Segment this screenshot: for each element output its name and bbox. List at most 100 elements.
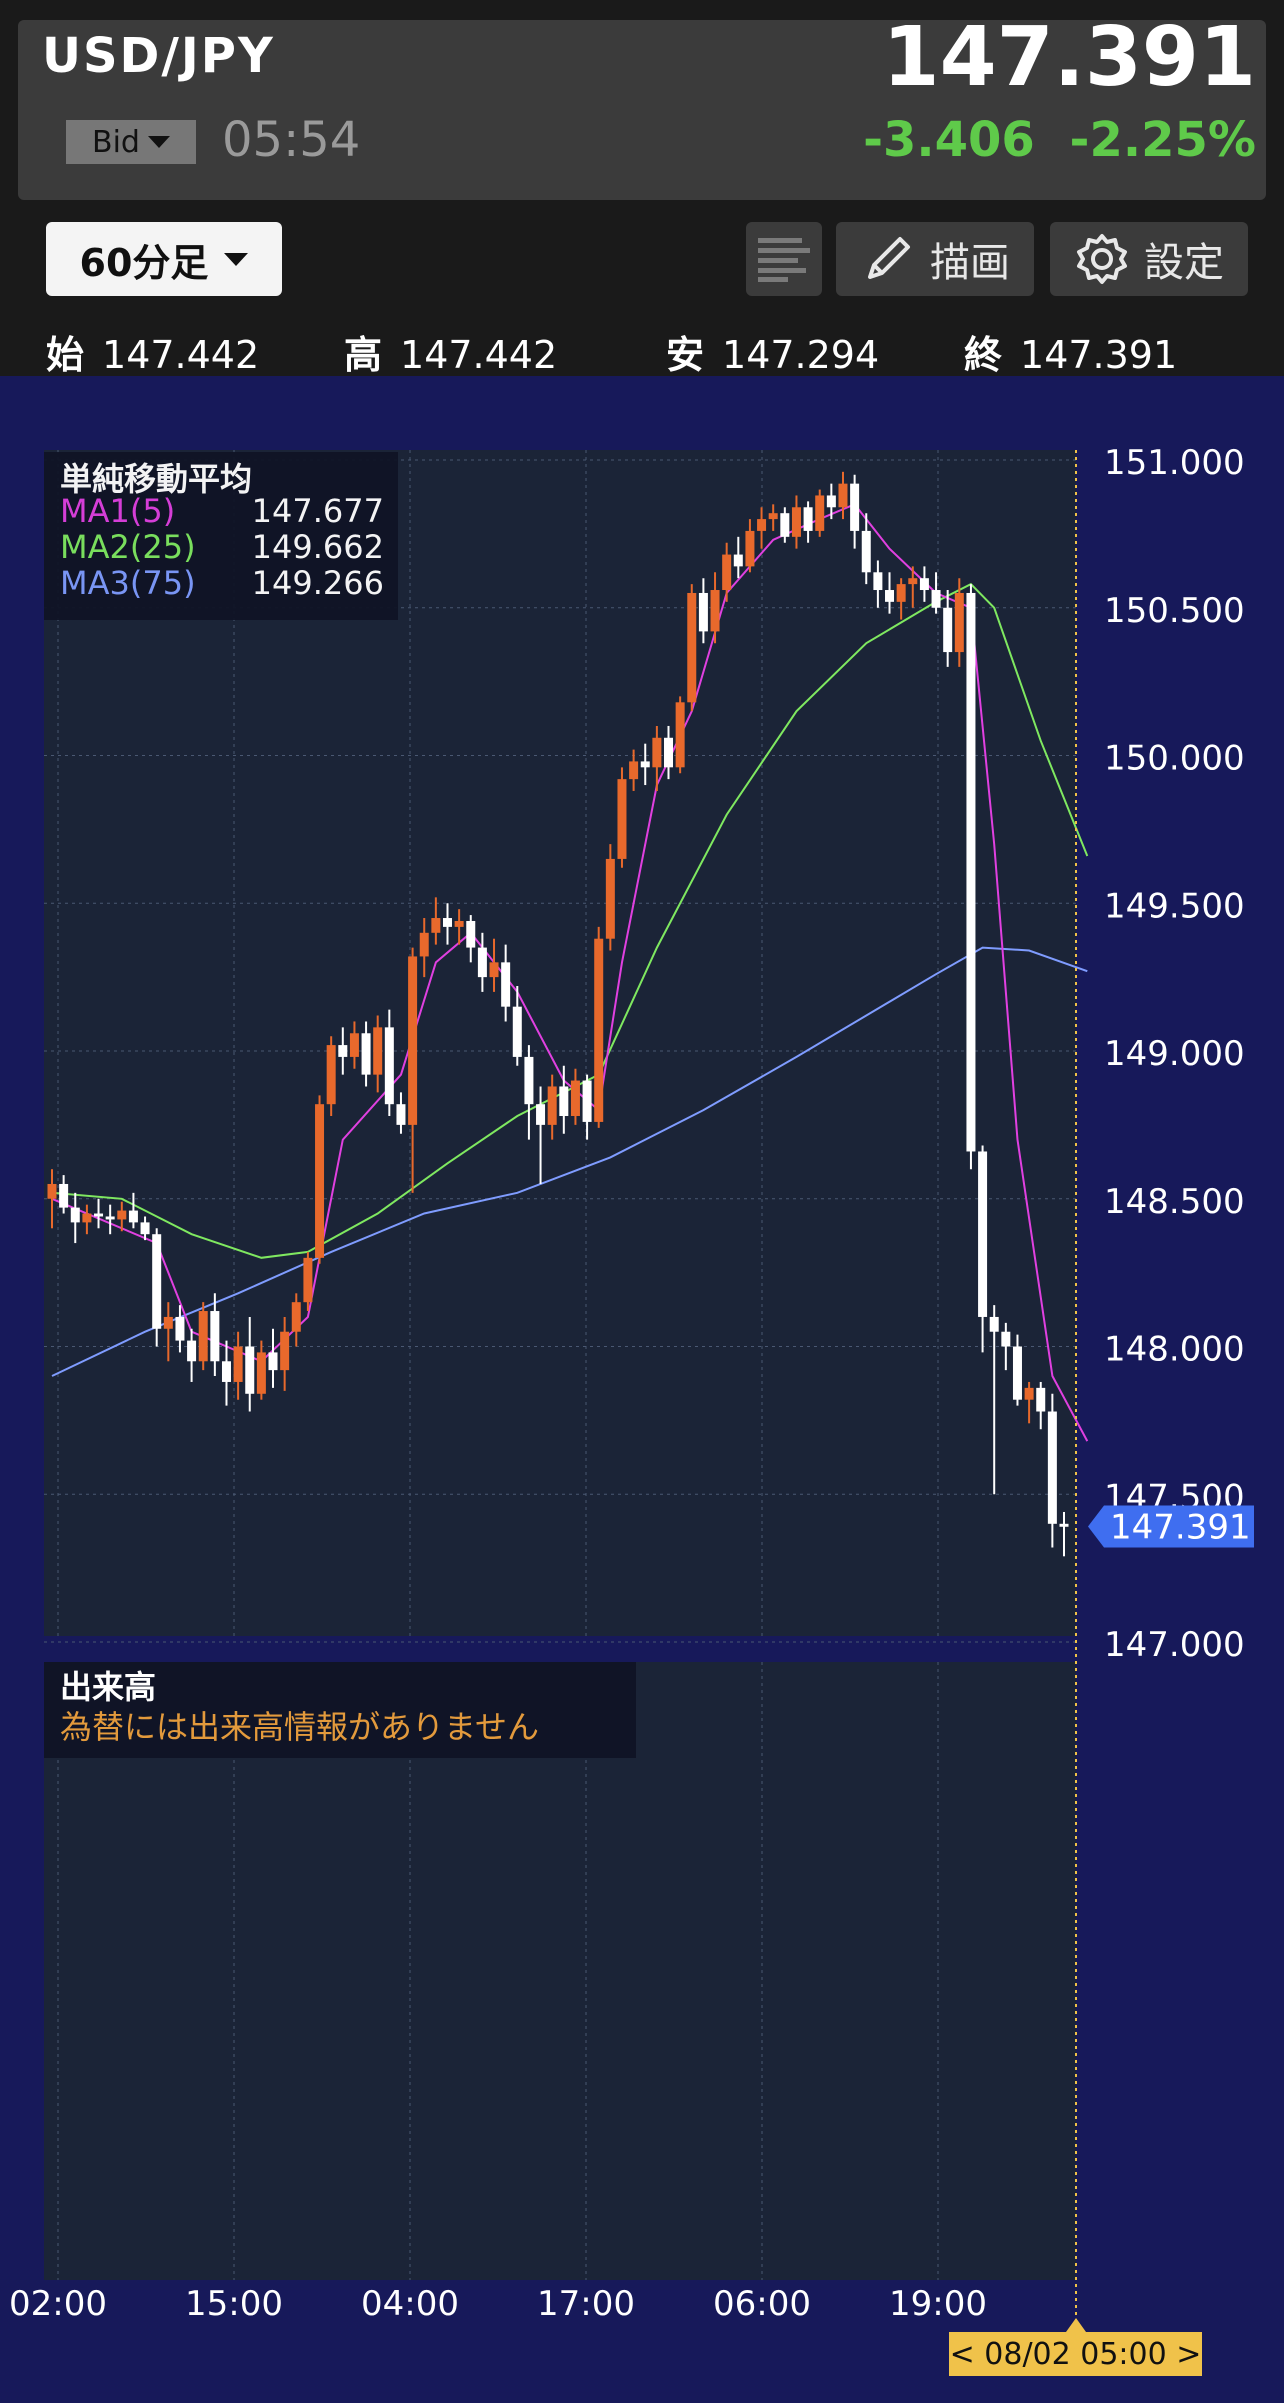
low-value: 147.294 bbox=[722, 333, 880, 377]
y-tick-label: 149.000 bbox=[1104, 1034, 1245, 1074]
chart-area[interactable]: 151.000 150.500 150.000 149.500 149.000 148.5… bbox=[0, 376, 1284, 2403]
ma2-name: MA2(25) bbox=[60, 528, 196, 566]
candle-body bbox=[559, 1086, 569, 1117]
x-tick-label: 15:00 bbox=[185, 2284, 283, 2324]
candle-body bbox=[896, 584, 906, 602]
candle-body bbox=[838, 483, 848, 508]
change-percent: -2.25% bbox=[1069, 112, 1256, 168]
candle-body bbox=[59, 1183, 69, 1208]
current-price-tag-label: 147.391 bbox=[1110, 1507, 1251, 1547]
candle-body bbox=[605, 858, 615, 939]
candle-body bbox=[489, 962, 499, 978]
candle-body bbox=[524, 1056, 534, 1105]
candle-body bbox=[908, 578, 918, 585]
candle-body bbox=[128, 1210, 138, 1223]
dropdown-arrow-icon bbox=[224, 252, 249, 266]
quote-header bbox=[18, 20, 1266, 200]
x-tick-label: 19:00 bbox=[889, 2284, 987, 2324]
candle-body bbox=[408, 956, 418, 1125]
ma-legend: 単純移動平均 MA1(5) 147.677 MA2(25) 149.662 MA… bbox=[44, 452, 398, 620]
candle-body bbox=[338, 1045, 348, 1057]
candle-body bbox=[245, 1346, 255, 1394]
candle-body bbox=[233, 1346, 243, 1382]
candle-body bbox=[105, 1216, 115, 1220]
candle-body bbox=[431, 918, 441, 933]
candlestick-chart[interactable]: 151.000 150.500 150.000 149.500 149.000 148.5… bbox=[0, 376, 1284, 2403]
bid-ask-selector[interactable]: Bid bbox=[66, 120, 196, 164]
ohlc-summary: 始 147.442 高 147.442 安 147.294 終 147.391 bbox=[0, 320, 1284, 377]
volume-plot-bg bbox=[44, 1662, 1076, 2280]
candle-body bbox=[187, 1340, 197, 1362]
candle-body bbox=[757, 519, 767, 531]
ma2-value: 149.662 bbox=[251, 528, 384, 566]
gear-icon bbox=[1077, 234, 1127, 284]
y-tick-label: 149.500 bbox=[1104, 886, 1245, 926]
candle-body bbox=[710, 590, 720, 632]
candle-body bbox=[477, 947, 487, 978]
candle-body bbox=[315, 1104, 325, 1258]
candle-body bbox=[280, 1331, 290, 1371]
volume-panel-label: 出来高 為替には出来高情報がありません bbox=[44, 1662, 636, 1758]
settings-label: 設定 bbox=[1144, 240, 1224, 286]
candle-body bbox=[396, 1104, 406, 1125]
candle-body bbox=[582, 1080, 592, 1122]
close-stat: 終 147.391 bbox=[964, 333, 1178, 377]
candle-body bbox=[373, 1027, 383, 1075]
timeframe-label: 60分足 bbox=[79, 240, 209, 285]
change-value: -3.406 bbox=[863, 112, 1035, 168]
candle-body bbox=[1001, 1331, 1011, 1347]
candle-body bbox=[291, 1302, 301, 1332]
ma-legend-title: 単純移動平均 bbox=[60, 460, 253, 498]
ma1-line bbox=[51, 503, 1089, 1442]
draw-button[interactable]: 描画 bbox=[836, 222, 1034, 296]
open-stat: 始 147.442 bbox=[46, 333, 260, 377]
candle-body bbox=[198, 1311, 208, 1362]
candle-body bbox=[419, 932, 429, 957]
candle-body bbox=[745, 530, 755, 567]
candle-body bbox=[256, 1352, 266, 1394]
candle-body bbox=[163, 1316, 173, 1329]
candle-body bbox=[1024, 1387, 1034, 1400]
ma2-row: MA2(25) 149.662 bbox=[60, 528, 384, 566]
candle-body bbox=[594, 938, 604, 1122]
volume-message: 為替には出来高情報がありません bbox=[60, 1708, 540, 1746]
candle-body bbox=[826, 495, 836, 508]
list-view-button[interactable] bbox=[746, 222, 822, 296]
timeframe-selector[interactable]: 60分足 bbox=[46, 222, 282, 296]
candle-body bbox=[1059, 1523, 1069, 1527]
current-time-marker bbox=[1066, 2318, 1086, 2332]
y-tick-label: 151.000 bbox=[1104, 443, 1245, 483]
price-change: -3.406 -2.25% bbox=[863, 112, 1256, 168]
candle-body bbox=[82, 1213, 92, 1223]
low-stat: 安 147.294 bbox=[666, 333, 880, 377]
candle-body bbox=[873, 572, 883, 591]
candle-body bbox=[861, 530, 871, 573]
x-tick-label: 06:00 bbox=[713, 2284, 811, 2324]
current-price: 147.391 bbox=[882, 10, 1256, 105]
candle-body bbox=[152, 1234, 162, 1329]
y-tick-label: 147.000 bbox=[1104, 1625, 1245, 1665]
candle-body bbox=[885, 590, 895, 602]
candle-body bbox=[349, 1033, 359, 1057]
candle-body bbox=[640, 761, 650, 768]
settings-button[interactable]: 設定 bbox=[1050, 222, 1248, 296]
ma1-value: 147.677 bbox=[251, 492, 384, 530]
candle-body bbox=[70, 1207, 80, 1223]
candle-body bbox=[931, 590, 941, 608]
candle-body bbox=[140, 1222, 150, 1235]
candle-body bbox=[629, 761, 639, 780]
candle-body bbox=[722, 554, 732, 591]
y-tick-label: 150.500 bbox=[1104, 591, 1245, 631]
candle-body bbox=[943, 607, 953, 653]
pencil-icon bbox=[868, 237, 910, 279]
quote-time: 05:54 bbox=[222, 112, 361, 168]
x-tick-label: 17:00 bbox=[537, 2284, 635, 2324]
candle-body bbox=[1012, 1346, 1022, 1400]
candle-body bbox=[442, 918, 452, 927]
candle-body bbox=[501, 962, 511, 1007]
date-navigator[interactable]: < 08/02 05:00 > bbox=[949, 2332, 1202, 2376]
candle-body bbox=[850, 483, 860, 531]
x-tick-label: 02:00 bbox=[9, 2284, 107, 2324]
candle-body bbox=[512, 1006, 522, 1057]
candle-body bbox=[326, 1045, 336, 1105]
